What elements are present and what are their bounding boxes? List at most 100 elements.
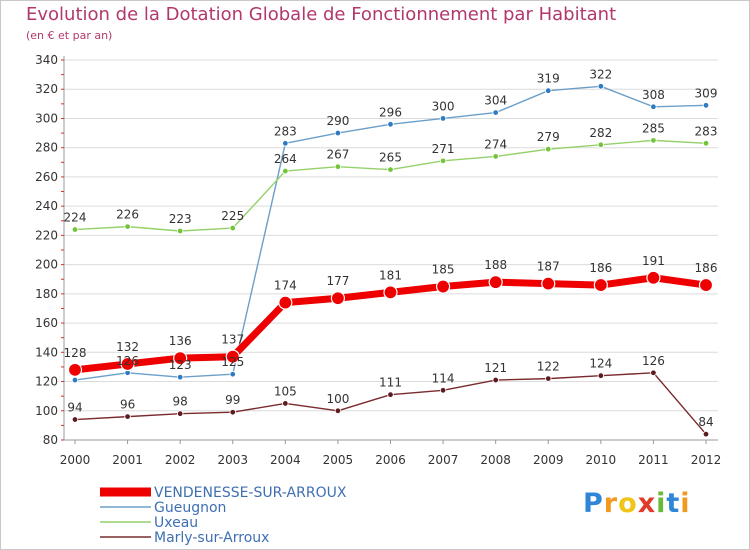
x-tick-label: 2009: [533, 453, 564, 467]
data-point: [383, 285, 398, 300]
data-point: [387, 121, 394, 128]
data-label: 100: [326, 392, 349, 406]
data-label: 265: [379, 151, 402, 165]
data-point: [124, 223, 131, 230]
x-tick-label: 2006: [375, 453, 406, 467]
logo-letter: P: [583, 488, 604, 519]
data-point: [229, 409, 236, 416]
data-label: 99: [225, 393, 240, 407]
data-label: 124: [589, 357, 612, 371]
data-point: [646, 270, 661, 285]
y-tick-label: 260: [35, 170, 58, 184]
data-label: 126: [116, 354, 139, 368]
data-label: 136: [169, 334, 192, 348]
data-point: [282, 140, 289, 147]
data-point: [545, 145, 552, 153]
data-point: [435, 279, 451, 294]
data-point: [176, 373, 184, 381]
data-point: [541, 276, 556, 291]
data-label: 137: [221, 333, 244, 347]
legend-label: Uxeau: [154, 515, 198, 531]
data-point: [488, 275, 503, 290]
data-point: [387, 391, 394, 398]
data-label: 225: [221, 209, 244, 223]
y-tick-label: 180: [35, 287, 58, 301]
y-tick-label: 120: [35, 375, 58, 389]
data-point: [492, 109, 499, 116]
data-point: [124, 413, 131, 420]
x-tick-label: 2001: [112, 453, 143, 467]
y-tick-label: 80: [43, 433, 58, 447]
chart-title: Evolution de la Dotation Globale de Fonc…: [26, 4, 617, 25]
data-label: 282: [589, 126, 612, 140]
data-point: [597, 141, 605, 148]
data-label: 187: [537, 260, 560, 274]
data-point: [71, 226, 79, 233]
data-label: 94: [67, 401, 82, 415]
data-point: [334, 129, 342, 137]
logo-letter: x: [637, 488, 657, 519]
data-label: 132: [116, 340, 139, 354]
data-point: [176, 227, 184, 235]
y-tick-label: 100: [35, 404, 58, 418]
x-tick-label: 2007: [428, 453, 459, 467]
axis-ticks: 80 100 120 140 160 180 200 220 240 260 280 300 320 34…: [35, 53, 721, 467]
data-label: 186: [695, 261, 718, 275]
data-point: [597, 83, 605, 90]
legend: VENDENESSE-SUR-ARROUXGueugnonUxeauMarly-…: [100, 485, 347, 546]
data-point: [334, 407, 342, 414]
data-point: [225, 349, 240, 364]
data-point: [492, 376, 499, 384]
legend-label: Marly-sur-Arroux: [154, 530, 269, 546]
data-label: 285: [642, 121, 665, 135]
y-tick-label: 160: [35, 316, 58, 330]
data-label: 84: [698, 415, 713, 429]
data-point: [229, 224, 236, 232]
data-label: 181: [379, 268, 402, 282]
data-point: [67, 362, 83, 377]
data-label: 283: [695, 124, 718, 138]
legend-label: Gueugnon: [154, 500, 226, 516]
x-tick-label: 2002: [165, 453, 196, 467]
data-labels: 126 123 125 283 290 296 300 304 319 322 308 309 224 2…: [64, 67, 718, 429]
y-tick-label: 240: [35, 199, 58, 213]
data-label: 223: [169, 212, 192, 226]
data-label: 122: [537, 360, 560, 374]
y-tick-label: 140: [35, 345, 58, 359]
data-label: 226: [116, 208, 139, 222]
data-point: [439, 157, 447, 165]
data-label: 290: [326, 114, 349, 128]
data-point: [702, 140, 710, 147]
data-point: [282, 167, 289, 175]
data-point: [650, 369, 657, 376]
x-tick-label: 2012: [691, 453, 722, 467]
data-label: 296: [379, 105, 402, 119]
data-point: [545, 87, 552, 94]
data-label: 111: [379, 376, 402, 390]
data-point: [176, 410, 184, 417]
data-point: [278, 295, 293, 310]
data-label: 274: [484, 137, 507, 151]
data-label: 125: [221, 355, 244, 369]
data-label: 186: [589, 261, 612, 275]
y-tick-label: 320: [35, 82, 58, 96]
logo-letter: i: [680, 488, 691, 519]
data-point: [71, 376, 79, 384]
data-label: 224: [64, 211, 87, 225]
data-point: [387, 166, 394, 173]
data-point: [593, 277, 608, 293]
data-point: [334, 163, 342, 170]
data-label: 185: [432, 263, 455, 277]
data-label: 188: [484, 258, 507, 272]
data-label: 105: [274, 384, 297, 398]
data-label: 267: [326, 148, 349, 162]
data-label: 319: [537, 72, 560, 86]
x-tick-label: 2010: [586, 453, 617, 467]
x-tick-label: 2005: [323, 453, 354, 467]
logo-letter: o: [618, 488, 638, 519]
series-layer: [67, 83, 714, 438]
data-label: 174: [274, 279, 297, 293]
data-point: [702, 102, 710, 109]
data-label: 98: [173, 395, 188, 409]
